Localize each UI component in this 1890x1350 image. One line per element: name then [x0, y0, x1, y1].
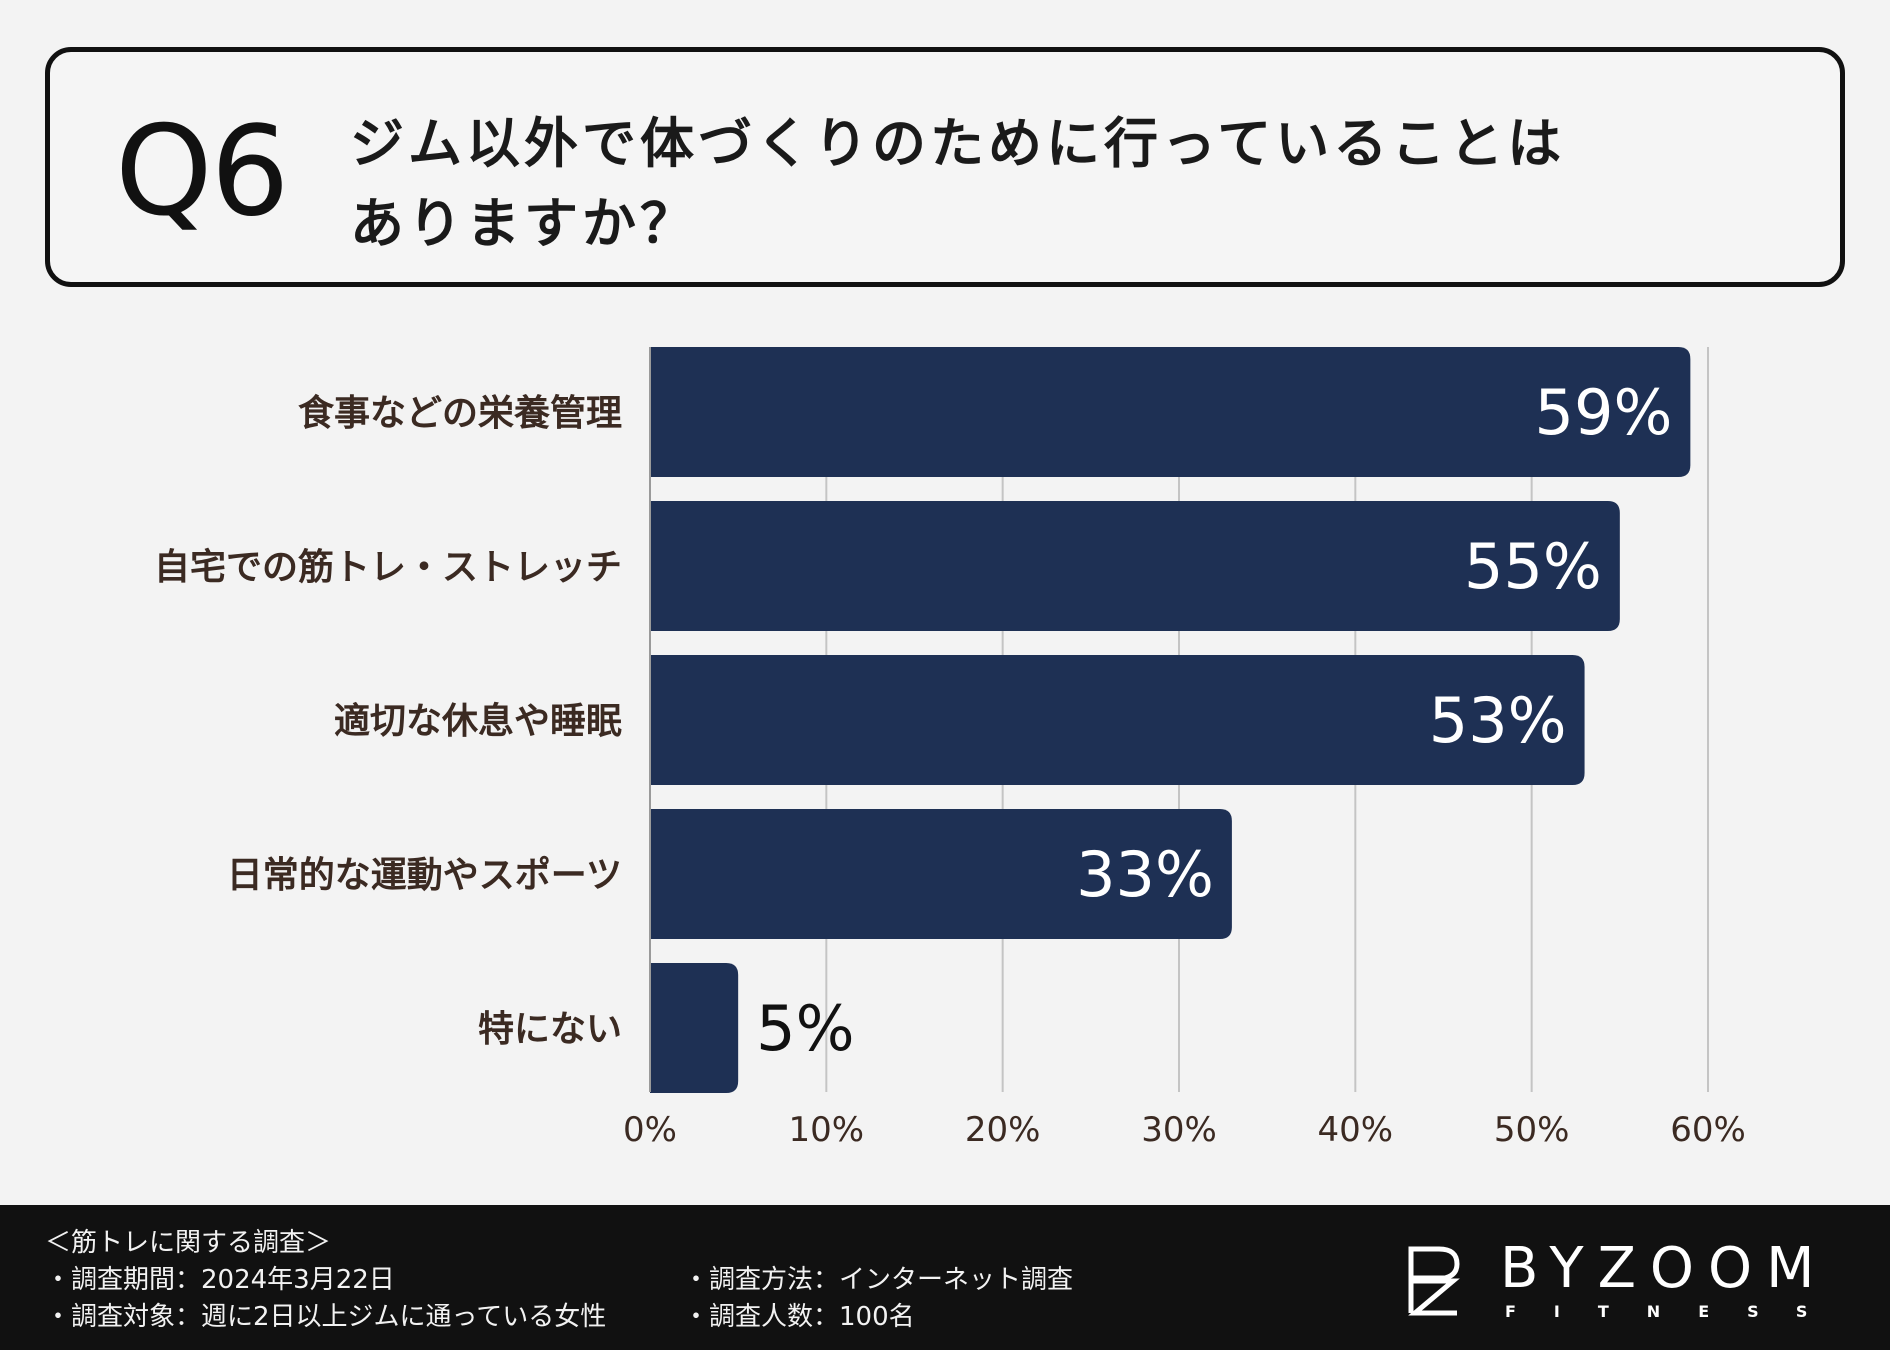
survey-target: ・調査対象：週に2日以上ジムに通っている女性: [45, 1302, 607, 1332]
survey-method: ・調査方法：インターネット調査: [683, 1265, 1074, 1295]
survey-title: ＜筋トレに関する調査＞: [45, 1228, 332, 1258]
bar-4: [650, 963, 739, 1093]
data-label-1: 55%: [1464, 530, 1602, 603]
tick-label-60: 60%: [1670, 1110, 1746, 1150]
bar-3: [650, 809, 1232, 939]
tick-label-40: 40%: [1318, 1110, 1394, 1150]
survey-info-left: ＜筋トレに関する調査＞ ・調査期間：2024年3月22日 ・調査対象：週に2日以…: [45, 1225, 606, 1336]
category-label-2: 適切な休息や睡眠: [334, 701, 622, 742]
category-label-4: 特にない: [478, 1009, 622, 1050]
category-label-1: 自宅での筋トレ・ストレッチ: [154, 546, 622, 588]
data-label-3: 33%: [1076, 838, 1214, 911]
question-line-2: ありますか？: [350, 192, 698, 255]
question-box: Q6 ジム以外で体づくりのために行っていることは ありますか？: [45, 47, 1845, 287]
bar-2: [650, 655, 1585, 785]
survey-info-right: ・調査方法：インターネット調査 ・調査人数：100名: [683, 1262, 1073, 1336]
tick-label-30: 30%: [1141, 1110, 1217, 1150]
byzoom-logo: BYZOOM FITNESS: [1405, 1241, 1846, 1325]
logo-mark-icon: [1408, 1246, 1460, 1316]
data-label-0: 59%: [1535, 376, 1673, 449]
logo-name: BYZOOM: [1500, 1236, 1829, 1301]
survey-count: ・調査人数：100名: [683, 1302, 915, 1332]
category-label-3: 日常的な運動やスポーツ: [227, 854, 622, 896]
logo-sub: FITNESS: [1505, 1302, 1846, 1321]
data-label-4: 5%: [756, 992, 854, 1065]
question-line-1: ジム以外で体づくりのために行っていることは: [350, 112, 1566, 175]
category-label-0: 食事などの栄養管理: [298, 393, 622, 434]
tick-label-20: 20%: [965, 1110, 1041, 1150]
bar-1: [650, 501, 1620, 631]
survey-period: ・調査期間：2024年3月22日: [45, 1265, 395, 1295]
tick-label-0: 0%: [623, 1110, 677, 1150]
data-label-2: 53%: [1429, 684, 1567, 757]
question-number: Q6: [115, 100, 289, 244]
bar-chart: 食事などの栄養管理 59% 自宅での筋トレ・ストレッチ 55% 適切な休息や睡眠 53% 日…: [154, 347, 1746, 1150]
tick-label-50: 50%: [1494, 1110, 1570, 1150]
question-text: ジム以外で体づくりのために行っていることは ありますか？: [350, 104, 1565, 264]
tick-label-10: 10%: [789, 1110, 865, 1150]
footer: ＜筋トレに関する調査＞ ・調査期間：2024年3月22日 ・調査対象：週に2日以…: [0, 1205, 1890, 1350]
bar-0: [650, 347, 1691, 477]
